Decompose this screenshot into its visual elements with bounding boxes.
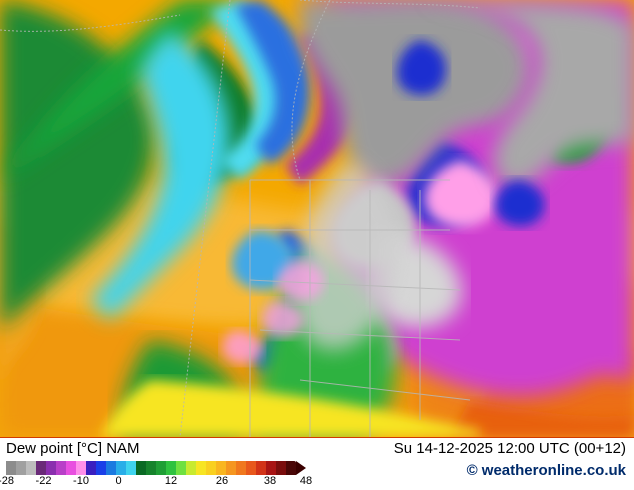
colorbar-gradient <box>6 461 306 475</box>
colorbar-tick-labels: -28 -22 -10 0 12 26 38 48 <box>6 475 306 489</box>
legend-copyright-text: © weatheronline.co.uk <box>467 462 626 479</box>
weather-map-app: Dew point [°C] NAM Su 14-12-2025 12:00 U… <box>0 0 634 490</box>
legend-date-text: Su 14-12-2025 12:00 UTC (00+12) <box>394 440 626 457</box>
legend-title-text: Dew point [°C] NAM <box>6 440 140 457</box>
colorbar-arrow-icon <box>296 461 306 475</box>
dew-point-map-svg <box>0 0 634 437</box>
map-canvas[interactable] <box>0 0 634 437</box>
legend-panel: Dew point [°C] NAM Su 14-12-2025 12:00 U… <box>0 438 634 490</box>
colorbar-widget[interactable]: -28 -22 -10 0 12 26 38 48 <box>6 461 326 489</box>
